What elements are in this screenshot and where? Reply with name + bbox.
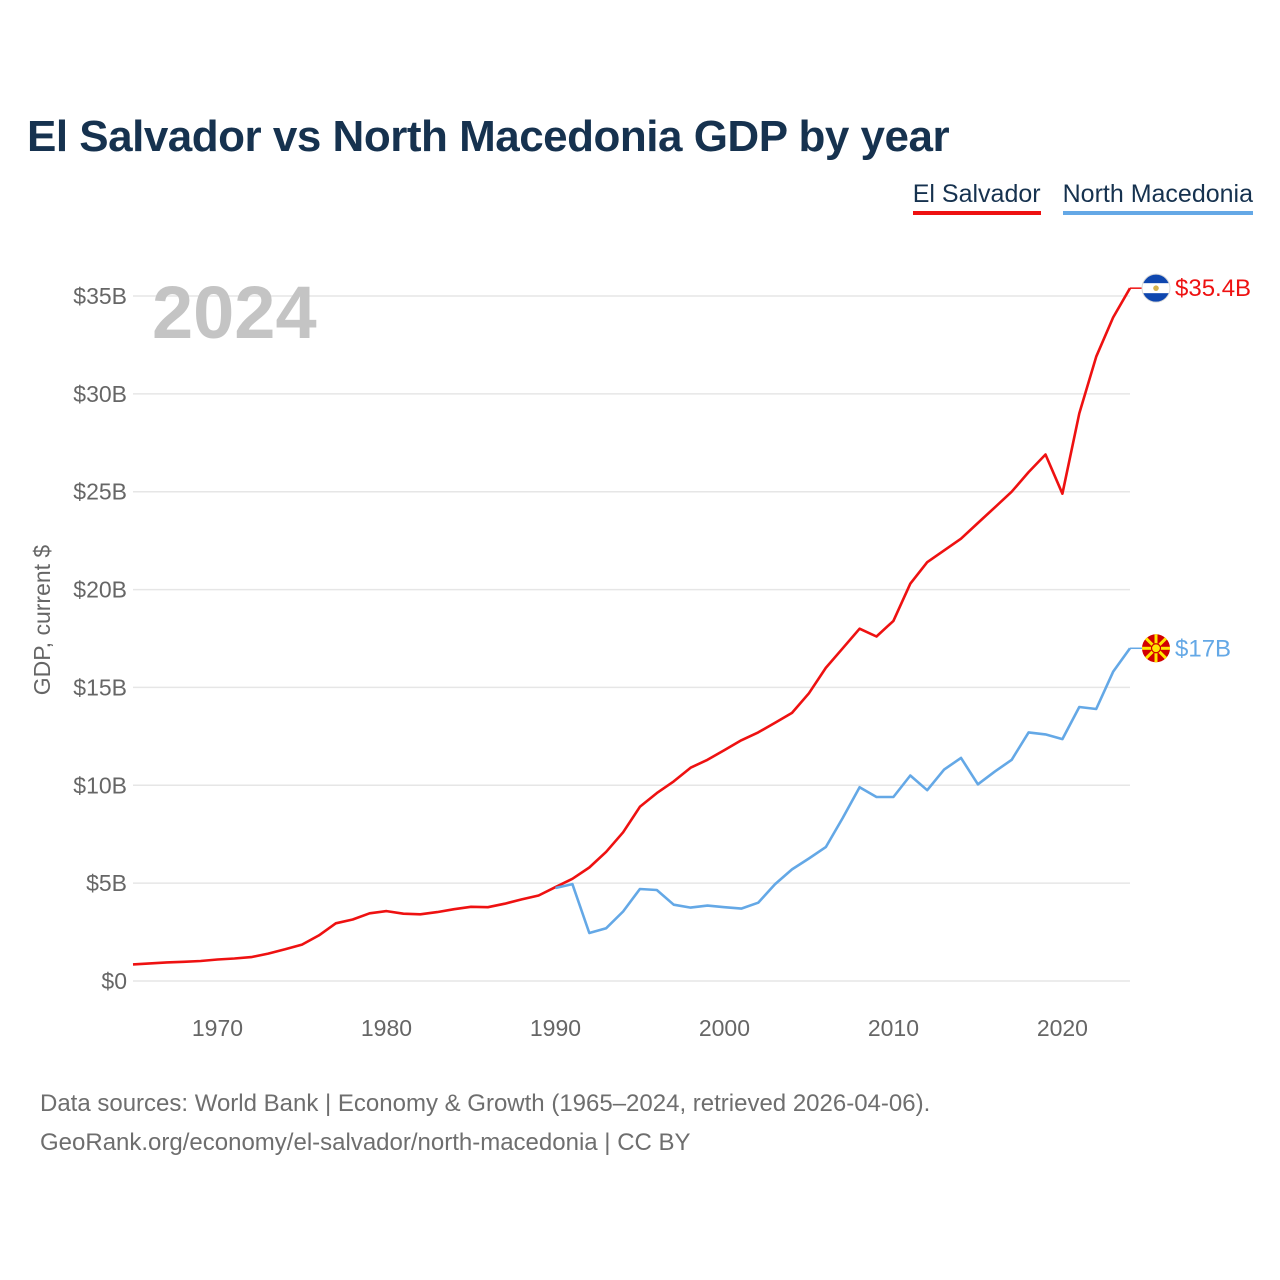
- x-tick-label: 1970: [192, 1015, 243, 1041]
- y-axis-label: GDP, current $: [29, 545, 55, 696]
- x-tick-label: 2020: [1037, 1015, 1088, 1041]
- footer: Data sources: World Bank | Economy & Gro…: [40, 1084, 930, 1162]
- footer-sources: Data sources: World Bank | Economy & Gro…: [40, 1090, 931, 1117]
- y-tick-label: $30B: [73, 381, 127, 407]
- y-tick-label: $5B: [86, 870, 127, 896]
- legend: El Salvador North Macedonia: [912, 180, 1253, 215]
- y-tick-label: $10B: [73, 772, 127, 798]
- y-tick-label: $35B: [73, 283, 127, 309]
- series-line-north-macedonia[interactable]: [555, 647, 1132, 935]
- x-tick-label: 1980: [361, 1015, 412, 1041]
- series-lines: [132, 287, 1132, 966]
- y-axis-ticks: $0 $5B $10B $15B $20B $25B $30B $35B: [73, 283, 127, 994]
- end-labels: $35.4B $17B: [1130, 273, 1251, 663]
- y-tick-label: $25B: [73, 479, 127, 505]
- series-line-el-salvador[interactable]: [132, 287, 1132, 966]
- el-salvador-flag-icon: [1141, 273, 1171, 303]
- x-tick-label: 1990: [530, 1015, 581, 1041]
- y-tick-label: $20B: [73, 577, 127, 603]
- x-axis-ticks: 1970 1980 1990 2000 2010 2020: [192, 1015, 1088, 1041]
- end-value-label: $35.4B: [1175, 275, 1251, 302]
- legend-item-north-macedonia[interactable]: North Macedonia: [1062, 180, 1253, 215]
- end-value-label: $17B: [1175, 635, 1231, 662]
- footer-link[interactable]: GeoRank.org/economy/el-salvador/north-ma…: [40, 1129, 691, 1156]
- x-tick-label: 2000: [699, 1015, 750, 1041]
- year-watermark: 2024: [152, 271, 317, 354]
- legend-item-el-salvador[interactable]: El Salvador: [912, 180, 1041, 215]
- x-tick-label: 2010: [868, 1015, 919, 1041]
- north-macedonia-flag-icon: [1142, 634, 1170, 663]
- y-tick-label: $0: [101, 968, 127, 994]
- y-tick-label: $15B: [73, 674, 127, 700]
- chart-title: El Salvador vs North Macedonia GDP by ye…: [27, 112, 950, 161]
- grid-lines: [133, 295, 1130, 982]
